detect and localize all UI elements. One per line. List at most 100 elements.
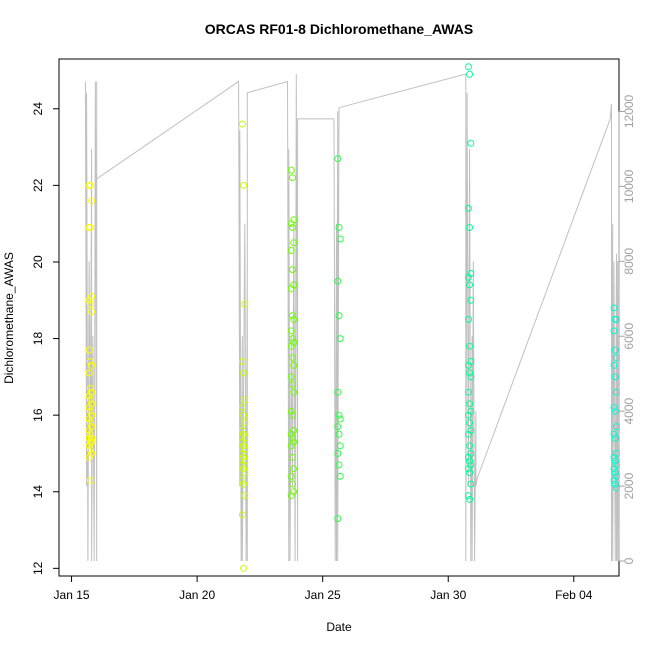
data-point <box>85 346 93 354</box>
data-point <box>611 457 619 465</box>
data-point <box>289 434 296 442</box>
data-point <box>88 438 96 446</box>
data-point <box>290 361 298 369</box>
x-tick-label: Jan 30 <box>430 588 466 602</box>
data-point <box>466 495 474 503</box>
data-point <box>88 361 96 369</box>
data-point <box>287 327 295 335</box>
data-point <box>86 419 94 427</box>
data-point <box>289 480 296 488</box>
data-point <box>238 511 246 519</box>
data-point <box>287 285 295 293</box>
data-point <box>287 166 295 174</box>
data-point <box>241 457 249 465</box>
data-point <box>336 235 344 243</box>
data-point <box>466 70 474 78</box>
data-point <box>334 155 342 163</box>
data-point <box>238 358 246 365</box>
x-tick-label: Jan 20 <box>179 588 215 602</box>
data-point <box>334 450 342 457</box>
data-point <box>240 411 248 419</box>
data-point <box>464 453 472 461</box>
data-point <box>610 453 618 461</box>
y-axis: 12 14 16 18 20 22 24 <box>31 102 60 575</box>
data-point <box>238 450 246 457</box>
data-point <box>464 315 472 323</box>
data-point <box>241 419 249 427</box>
data-point <box>287 342 295 350</box>
data-point <box>88 197 96 205</box>
data-point <box>88 411 96 419</box>
y-tick-label: 20 <box>31 255 45 269</box>
data-point <box>290 465 298 473</box>
data-point <box>464 465 472 473</box>
data-point <box>464 63 472 71</box>
data-point <box>290 338 298 346</box>
y2-tick-label: 10000 <box>622 169 636 203</box>
data-point <box>611 469 619 477</box>
x-tick-label: Jan 25 <box>305 588 341 602</box>
data-point <box>289 174 296 182</box>
series-rf07 <box>464 63 475 503</box>
x-tick-label: Jan 15 <box>54 588 90 602</box>
data-point <box>287 373 295 381</box>
data-point <box>334 515 342 523</box>
data-point <box>610 476 618 484</box>
data-point <box>85 404 93 411</box>
series-rf01 <box>85 181 96 484</box>
y2-tick-label: 4000 <box>622 397 636 424</box>
data-point <box>466 281 474 289</box>
data-point <box>289 312 296 320</box>
data-point <box>610 304 618 312</box>
series-rf05 <box>334 155 344 523</box>
data-point <box>610 361 618 369</box>
series-rf03 <box>238 120 249 572</box>
data-point <box>335 411 343 419</box>
data-point <box>287 220 295 228</box>
data-point <box>240 480 248 488</box>
data-point <box>238 404 246 411</box>
data-point <box>464 361 472 369</box>
data-point <box>289 354 296 362</box>
data-point <box>611 373 619 381</box>
data-point <box>335 430 343 438</box>
data-point <box>240 181 248 189</box>
data-point <box>464 273 472 281</box>
data-point <box>464 492 472 500</box>
data-point <box>86 407 94 415</box>
points-layer <box>85 63 620 572</box>
data-point <box>86 300 94 308</box>
data-point <box>86 384 94 392</box>
data-point <box>466 469 474 477</box>
data-point <box>240 564 248 572</box>
data-point <box>464 411 472 419</box>
data-point <box>334 423 342 431</box>
altitude-layer <box>84 73 619 562</box>
data-point <box>88 400 96 408</box>
data-point <box>466 342 474 350</box>
data-point <box>289 335 296 343</box>
data-point <box>240 465 248 473</box>
data-point <box>464 204 472 212</box>
y2-tick-label: 0 <box>622 557 636 564</box>
data-point <box>240 369 248 377</box>
series-rf08 <box>610 304 620 492</box>
data-point <box>240 442 248 450</box>
data-point <box>238 476 246 484</box>
data-point <box>240 453 248 461</box>
data-point <box>466 369 474 377</box>
data-point <box>289 266 296 274</box>
data-point <box>466 400 474 408</box>
y2-tick-label: 8000 <box>622 248 636 275</box>
data-point <box>86 476 94 484</box>
data-point <box>467 270 475 277</box>
data-point <box>241 300 249 308</box>
data-point <box>290 427 298 434</box>
data-point <box>238 438 246 446</box>
data-point <box>290 315 298 323</box>
y-axis-label: Dichloromethane_AWAS <box>2 252 16 384</box>
data-point <box>85 427 93 434</box>
data-point <box>88 308 96 316</box>
data-point <box>467 373 475 381</box>
